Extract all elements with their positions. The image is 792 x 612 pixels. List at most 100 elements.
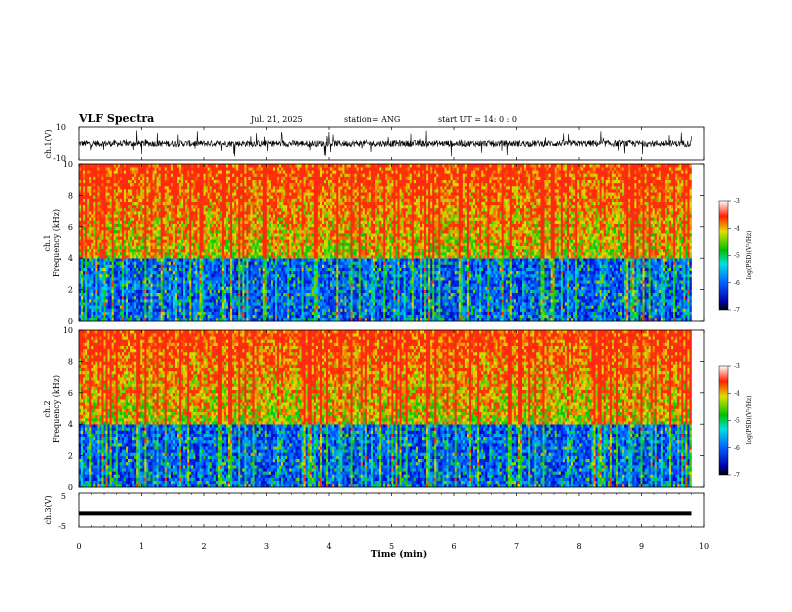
spectrogram-cell: [228, 239, 231, 243]
spectrogram-cell: [162, 283, 166, 287]
spectrogram-cell: [105, 214, 108, 218]
spectrogram-cell: [252, 280, 255, 284]
spectrogram-cell: [260, 248, 264, 253]
spectrogram-cell: [230, 251, 233, 256]
spectrogram-cell: [191, 248, 194, 253]
spectrogram-cell: [185, 242, 188, 246]
spectrogram-cell: [130, 185, 133, 190]
spectrogram-cell: [199, 223, 202, 228]
spectrogram-cell: [107, 182, 110, 187]
spectrogram-cell: [148, 270, 151, 275]
spectrogram-cell: [203, 176, 206, 180]
spectrogram-cell: [130, 176, 133, 180]
spectrogram-cell: [158, 273, 161, 278]
spectrogram-cell: [213, 264, 217, 268]
spectrogram-cell: [160, 289, 164, 294]
spectrogram-cell: [217, 299, 221, 303]
spectrogram-cell: [170, 251, 174, 256]
spectrogram-cell: [158, 295, 161, 300]
spectrogram-cell: [240, 317, 243, 322]
spectrogram-cell: [89, 198, 92, 202]
spectrogram-cell: [272, 239, 276, 243]
spectrogram-cell: [99, 170, 102, 174]
spectrogram-cell: [199, 192, 202, 196]
spectrogram-cell: [262, 305, 266, 309]
spectrogram-cell: [168, 314, 172, 319]
spectrogram-cell: [160, 204, 164, 209]
spectrogram-cell: [81, 308, 84, 312]
spectrogram-cell: [83, 239, 86, 243]
spectrogram-cell: [168, 192, 172, 196]
spectrogram-cell: [181, 267, 184, 272]
spectrogram-cell: [240, 264, 243, 268]
spectrogram-cell: [172, 277, 176, 281]
spectrogram-cell: [138, 214, 141, 218]
spectrogram-cell: [256, 211, 259, 215]
spectrogram-cell: [268, 289, 272, 294]
spectrogram-cell: [113, 295, 117, 300]
spectrogram-cell: [275, 176, 278, 180]
spectrogram-cell: [236, 264, 239, 268]
spectrogram-cell: [217, 173, 221, 177]
spectrogram-cell: [270, 223, 274, 228]
spectrogram-cell: [148, 185, 151, 190]
spectrogram-cell: [209, 273, 213, 278]
spectrogram-cell: [101, 173, 104, 177]
spectrogram-cell: [244, 201, 247, 206]
spectrogram-cell: [99, 217, 102, 221]
spectrogram-cell: [152, 223, 155, 228]
spectrogram-cell: [272, 270, 276, 275]
spectrogram-cell: [191, 217, 194, 221]
spectrogram-cell: [193, 289, 196, 294]
spectrogram-cell: [213, 185, 217, 190]
spectrogram-cell: [244, 173, 247, 177]
spectrogram-cell: [97, 211, 100, 215]
spectrogram-cell: [172, 251, 176, 256]
spectrogram-cell: [105, 242, 108, 246]
spectrogram-cell: [279, 182, 282, 187]
spectrogram-cell: [123, 185, 127, 190]
spectrogram-cell: [228, 248, 231, 253]
spectrogram-cell: [260, 164, 264, 168]
spectrogram-cell: [144, 179, 147, 184]
spectrogram-cell: [93, 204, 96, 209]
spectrogram-cell: [164, 267, 168, 272]
spectrogram-cell: [97, 264, 100, 268]
spectrogram-cell: [270, 314, 274, 319]
spectrogram-cell: [87, 258, 90, 262]
spectrogram-cell: [156, 248, 159, 253]
spectrogram-cell: [277, 214, 280, 218]
spectrogram-cell: [201, 277, 204, 281]
spectrogram-cell: [219, 236, 223, 240]
spectrogram-cell: [93, 201, 96, 206]
spectrogram-cell: [215, 255, 219, 259]
spectrogram-cell: [142, 211, 145, 215]
spectrogram-cell: [181, 283, 184, 287]
spectrogram-cell: [162, 195, 166, 199]
spectrogram-cell: [136, 270, 139, 275]
spectrogram-cell: [146, 185, 149, 190]
spectrogram-cell: [95, 308, 98, 312]
spectrogram-cell: [177, 255, 180, 259]
spectrogram-cell: [166, 267, 170, 272]
spectrogram-cell: [258, 289, 262, 294]
spectrogram-cell: [275, 236, 278, 240]
spectrogram-cell: [81, 248, 84, 253]
spectrogram-cell: [148, 299, 151, 303]
spectrogram-cell: [146, 267, 149, 272]
spectrogram-cell: [185, 314, 188, 319]
spectrogram-cell: [270, 179, 274, 184]
spectrogram-cell: [201, 251, 204, 256]
spectrogram-cell: [250, 258, 253, 262]
spectrogram-cell: [170, 270, 174, 275]
spectrogram-cell: [236, 217, 239, 221]
spectrogram-cell: [101, 185, 104, 190]
spectrogram-cell: [125, 189, 129, 193]
spectrogram-cell: [228, 299, 231, 303]
spectrogram-cell: [130, 280, 133, 284]
spectrogram-cell: [85, 305, 88, 309]
spectrogram-cell: [136, 204, 139, 209]
spectrogram-cell: [152, 226, 155, 231]
spectrogram-cell: [152, 195, 155, 199]
spectrogram-cell: [138, 273, 141, 278]
